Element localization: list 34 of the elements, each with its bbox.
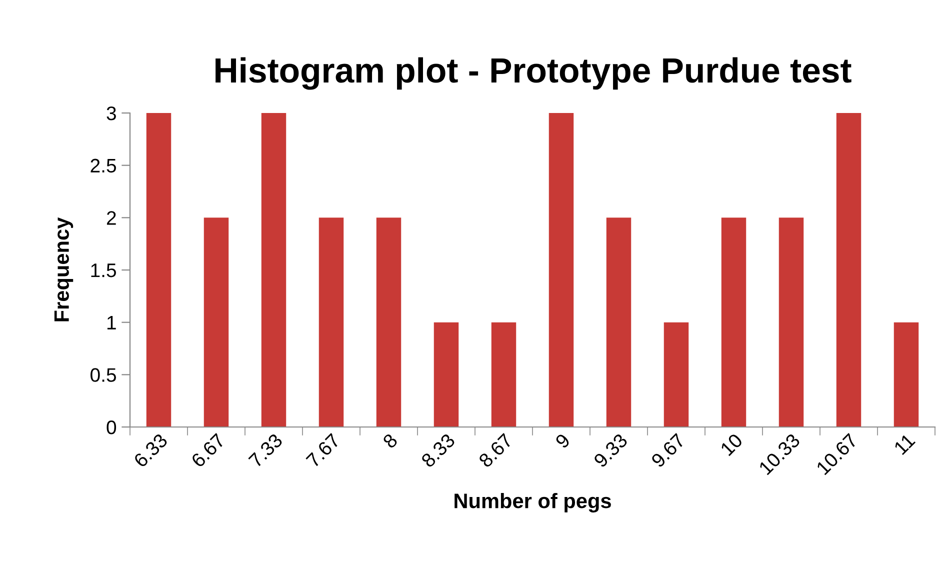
bar: [318, 218, 344, 427]
bar: [606, 218, 632, 427]
bar: [146, 113, 172, 427]
bar: [548, 113, 574, 427]
chart-title: Histogram plot - Prototype Purdue test: [216, 57, 852, 90]
x-tick-label: 6.67: [190, 432, 226, 468]
x-tick-label: 11: [894, 433, 916, 456]
y-tick-label: 1.5: [91, 264, 116, 278]
bar: [894, 322, 919, 427]
bar: [721, 218, 746, 427]
x-tick-label: 9.33: [593, 432, 628, 468]
bar: [204, 218, 229, 427]
y-tick-label: 2: [106, 211, 116, 225]
y-tick-label: 1: [107, 316, 116, 330]
y-tick-label: 2.5: [90, 158, 116, 173]
x-tick-label: 7.33: [248, 432, 284, 468]
bar: [376, 218, 402, 427]
x-tick-label: 6.33: [133, 432, 168, 468]
x-tick-label: 9: [554, 432, 571, 449]
x-tick-label: 10: [720, 432, 744, 456]
bar: [261, 113, 286, 427]
x-tick-label: 8: [382, 432, 398, 450]
bar: [778, 218, 804, 427]
y-tick-label: 0.5: [90, 368, 116, 382]
y-tick-label: 3: [106, 106, 116, 120]
bar: [434, 322, 459, 427]
bar: [491, 322, 516, 427]
x-axis-title: Number of pegs: [454, 492, 611, 512]
y-axis-title: Frequency: [54, 217, 74, 322]
bar: [836, 113, 862, 427]
x-tick-label: 8.33: [420, 432, 456, 468]
y-tick-label: 0: [106, 420, 116, 434]
bar: [664, 322, 689, 427]
x-tick-label: 7.67: [306, 432, 341, 468]
